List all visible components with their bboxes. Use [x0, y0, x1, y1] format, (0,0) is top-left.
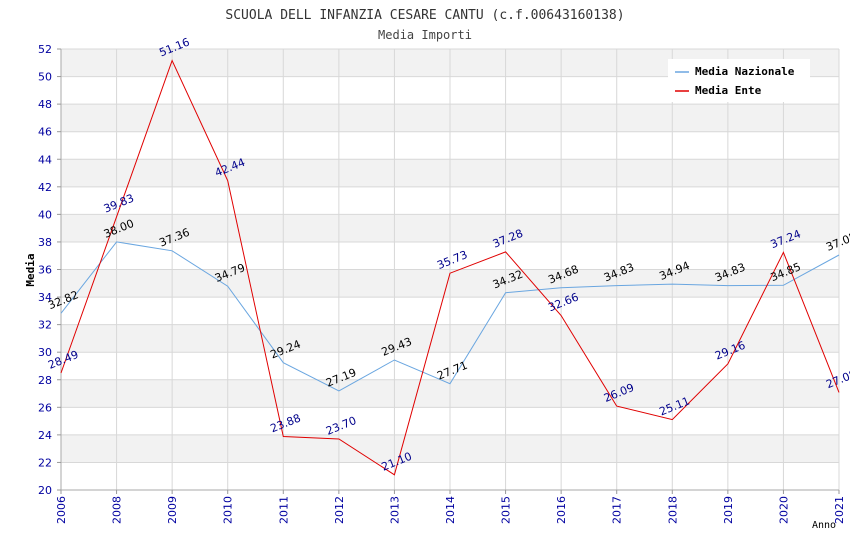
chart-title: SCUOLA DELL INFANZIA CESARE CANTU (c.f.0… — [225, 8, 624, 23]
data-label-media-ente: 27.08 — [824, 367, 850, 391]
y-tick-label: 44 — [38, 153, 52, 166]
x-axis-label: Anno — [812, 520, 836, 531]
chart-subtitle: Media Importi — [378, 28, 472, 42]
y-axis-label: Media — [24, 253, 37, 286]
x-tick-label: 2021 — [833, 496, 846, 524]
y-tick-label: 26 — [38, 401, 52, 414]
y-axis-ticks: 20 22 24 26 28 30 32 34 36 38 40 42 44 46 48 50 52 — [38, 43, 61, 497]
series-line-media-nazionale — [60, 241, 840, 392]
x-tick-label: 2017 — [611, 496, 624, 524]
x-tick-label: 2013 — [388, 496, 401, 524]
x-tick-label: 2018 — [666, 496, 679, 524]
data-label-media-ente: 23.88 — [269, 411, 303, 435]
series-line-media-ente — [60, 59, 840, 476]
x-tick-label: 2020 — [777, 496, 790, 524]
y-tick-label: 36 — [38, 264, 52, 277]
data-label-media-ente: 39.83 — [102, 192, 136, 216]
y-tick-label: 30 — [38, 346, 52, 359]
x-tick-label: 2011 — [277, 496, 290, 524]
legend: Media Nazionale Media Ente — [668, 59, 810, 102]
series-lines — [60, 59, 840, 476]
x-tick-label: 2009 — [166, 496, 179, 524]
x-axis-ticks: 2006 2008 2009 2010 2011 2012 2013 2014 2015 2016… — [55, 490, 846, 524]
x-tick-label: 2006 — [55, 496, 68, 524]
data-label-media-nazionale: 27.71 — [435, 359, 469, 383]
y-tick-label: 42 — [38, 181, 52, 194]
y-tick-label: 52 — [38, 43, 52, 56]
x-tick-label: 2012 — [333, 496, 346, 524]
y-tick-label: 34 — [38, 291, 52, 304]
y-tick-label: 50 — [38, 71, 52, 84]
y-tick-label: 28 — [38, 374, 52, 387]
y-tick-label: 20 — [38, 484, 52, 497]
y-tick-label: 22 — [38, 456, 52, 469]
y-tick-label: 32 — [38, 319, 52, 332]
x-tick-label: 2008 — [111, 496, 124, 524]
y-tick-label: 48 — [38, 98, 52, 111]
legend-label-media-nazionale: Media Nazionale — [695, 65, 795, 78]
x-tick-label: 2015 — [500, 496, 513, 524]
legend-label-media-ente: Media Ente — [695, 84, 762, 97]
y-tick-label: 38 — [38, 236, 52, 249]
y-tick-label: 40 — [38, 208, 52, 221]
y-tick-label: 24 — [38, 429, 52, 442]
y-tick-label: 46 — [38, 126, 52, 139]
x-tick-label: 2016 — [555, 496, 568, 524]
x-tick-label: 2014 — [444, 496, 457, 524]
legend-box — [668, 59, 810, 102]
data-label-media-ente: 23.70 — [324, 414, 358, 438]
x-tick-label: 2019 — [722, 496, 735, 524]
x-tick-label: 2010 — [222, 496, 235, 524]
data-label-media-ente: 35.73 — [435, 248, 469, 272]
